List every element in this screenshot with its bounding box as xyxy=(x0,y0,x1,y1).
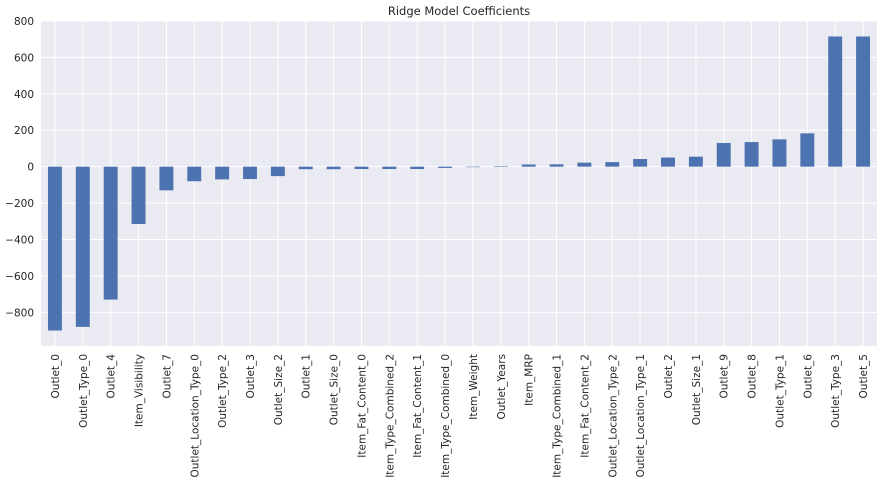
x-tick-label: Outlet_Location_Type_1 xyxy=(635,354,647,478)
x-tick-label: Item_Fat_Content_2 xyxy=(579,354,591,458)
x-tick-label: Outlet_Type_0 xyxy=(78,354,90,428)
bar-outlet-2 xyxy=(661,157,675,167)
x-tick-label: Outlet_3 xyxy=(245,354,257,398)
bar-outlet-5 xyxy=(856,36,871,167)
bar-item-visibility xyxy=(131,166,146,225)
bar-outlet-0 xyxy=(47,166,62,331)
x-tick-label: Item_Fat_Content_1 xyxy=(412,354,424,458)
bar-outlet-7 xyxy=(159,166,174,191)
bar-outlet-years xyxy=(493,166,508,167)
x-tick-label: Outlet_1 xyxy=(301,354,313,398)
x-tick-label: Item_MRP xyxy=(524,354,536,406)
y-tick-label: 0 xyxy=(27,162,34,174)
bar-outlet-size-2 xyxy=(270,166,285,177)
bar-item-fat-content-0 xyxy=(354,166,369,170)
x-tick-label: Outlet_7 xyxy=(161,354,173,398)
y-tick-label: 400 xyxy=(14,89,34,101)
bar-outlet-6 xyxy=(800,133,815,167)
x-tick-label: Item_Type_Combined_2 xyxy=(384,354,396,478)
x-tick-label: Item_Type_Combined_1 xyxy=(552,354,564,478)
bar-outlet-8 xyxy=(744,142,759,167)
x-tick-label: Item_Weight xyxy=(468,354,480,420)
chart-title: Ridge Model Coefficients xyxy=(388,4,530,18)
y-tick-label: −200 xyxy=(5,198,34,210)
x-tick-label: Outlet_Size_2 xyxy=(273,354,285,425)
bar-item-fat-content-1 xyxy=(410,166,425,170)
x-tick-label: Outlet_9 xyxy=(719,354,731,398)
bar-outlet-location-type-1 xyxy=(633,159,648,167)
bar-item-mrp xyxy=(521,164,536,167)
x-tick-label: Outlet_Location_Type_2 xyxy=(607,354,619,478)
bar-item-weight xyxy=(465,166,480,168)
x-tick-label: Outlet_Years xyxy=(496,354,508,419)
bar-outlet-size-1 xyxy=(688,156,703,167)
x-axis-tick-labels: Outlet_0 Outlet_Type_0 Outlet_4 Item_Visibi… xyxy=(50,354,870,478)
bar-outlet-3 xyxy=(243,166,257,180)
y-tick-label: 200 xyxy=(14,125,34,137)
bar-outlet-type-0 xyxy=(75,166,90,327)
x-tick-label: Outlet_2 xyxy=(663,354,675,398)
x-tick-label: Outlet_0 xyxy=(50,354,62,398)
x-tick-label: Item_Type_Combined_0 xyxy=(440,354,452,478)
x-tick-label: Outlet_Size_1 xyxy=(691,354,703,425)
bar-outlet-location-type-0 xyxy=(187,166,202,182)
x-tick-label: Item_Fat_Content_0 xyxy=(356,354,368,458)
x-tick-label: Outlet_8 xyxy=(747,354,759,398)
bar-item-type-combined-1 xyxy=(549,164,564,167)
bars xyxy=(47,36,871,331)
x-tick-label: Outlet_4 xyxy=(106,354,118,399)
x-tick-label: Outlet_Type_1 xyxy=(774,354,786,428)
bar-outlet-type-3 xyxy=(828,36,843,167)
bar-outlet-size-0 xyxy=(326,166,341,170)
y-tick-label: 800 xyxy=(14,16,34,28)
bar-outlet-type-1 xyxy=(772,139,787,167)
x-tick-label: Outlet_Location_Type_0 xyxy=(189,354,201,478)
bar-outlet-type-2 xyxy=(215,166,230,180)
x-tick-label: Outlet_6 xyxy=(802,354,814,399)
bar-outlet-location-type-2 xyxy=(605,162,620,167)
plot-background xyxy=(41,21,877,346)
y-tick-label: −600 xyxy=(5,271,34,283)
bar-item-type-combined-2 xyxy=(382,166,397,170)
x-tick-label: Outlet_Type_3 xyxy=(830,354,842,428)
x-tick-label: Outlet_Type_2 xyxy=(217,354,229,428)
y-tick-label: 600 xyxy=(14,52,34,64)
bar-item-fat-content-2 xyxy=(577,162,592,167)
bar-outlet-4 xyxy=(103,166,118,300)
x-tick-label: Outlet_Size_0 xyxy=(329,354,341,425)
bar-outlet-1 xyxy=(298,166,313,170)
x-tick-label: Item_Visibility xyxy=(134,354,146,427)
x-tick-label: Outlet_5 xyxy=(858,354,870,398)
y-tick-label: −400 xyxy=(5,234,34,246)
bar-item-type-combined-0 xyxy=(438,166,453,168)
y-tick-label: −800 xyxy=(5,307,34,319)
y-axis-tick-labels: 800 600 400 200 0 −200 −400 −600 −800 xyxy=(5,16,34,319)
bar-outlet-9 xyxy=(716,142,731,167)
